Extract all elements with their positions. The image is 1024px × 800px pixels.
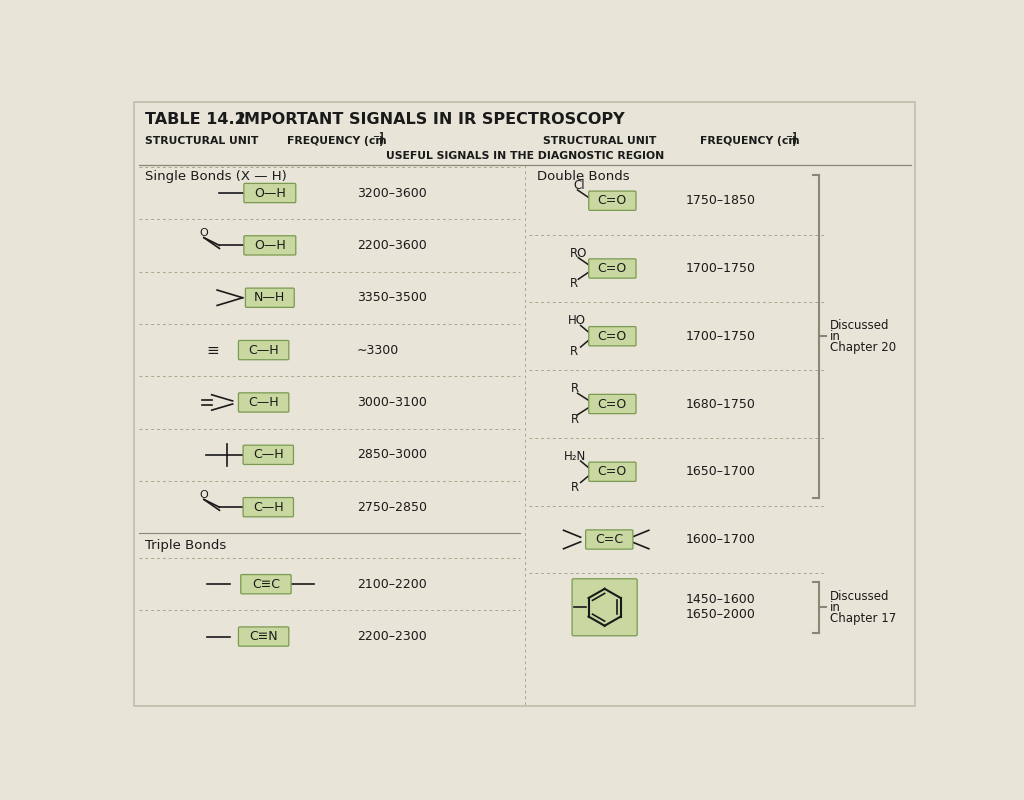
Text: 2750–2850: 2750–2850 [356, 501, 427, 514]
Text: 1600–1700: 1600–1700 [686, 533, 756, 546]
Text: C=O: C=O [598, 466, 627, 478]
Text: C—H: C—H [253, 501, 284, 514]
Text: C=O: C=O [598, 330, 627, 342]
FancyBboxPatch shape [244, 236, 296, 255]
Text: STRUCTURAL UNIT: STRUCTURAL UNIT [145, 136, 258, 146]
Text: 1450–1600: 1450–1600 [686, 593, 756, 606]
FancyBboxPatch shape [589, 326, 636, 346]
Text: Triple Bonds: Triple Bonds [145, 539, 226, 552]
FancyBboxPatch shape [239, 393, 289, 412]
FancyBboxPatch shape [241, 574, 291, 594]
Text: C—H: C—H [248, 344, 279, 357]
Text: 1700–1750: 1700–1750 [686, 262, 756, 275]
FancyBboxPatch shape [589, 259, 636, 278]
Text: in: in [830, 601, 841, 614]
Text: ≡: ≡ [207, 342, 219, 358]
Text: C≡N: C≡N [249, 630, 278, 643]
FancyBboxPatch shape [589, 394, 636, 414]
Text: STRUCTURAL UNIT: STRUCTURAL UNIT [543, 136, 656, 146]
Text: Single Bonds (X — H): Single Bonds (X — H) [145, 170, 287, 182]
Text: 1650–1700: 1650–1700 [686, 466, 756, 478]
FancyBboxPatch shape [243, 498, 294, 517]
Text: in: in [830, 330, 841, 342]
Text: 2850–3000: 2850–3000 [356, 448, 427, 462]
Text: 1700–1750: 1700–1750 [686, 330, 756, 342]
Text: Double Bonds: Double Bonds [538, 170, 630, 182]
Text: TABLE 14.2: TABLE 14.2 [145, 111, 246, 126]
Text: Discussed: Discussed [830, 319, 890, 332]
Text: 1650–2000: 1650–2000 [686, 609, 756, 622]
Text: C≡C: C≡C [252, 578, 280, 590]
Text: FREQUENCY (cm: FREQUENCY (cm [287, 136, 386, 146]
Text: IMPORTANT SIGNALS IN IR SPECTROSCOPY: IMPORTANT SIGNALS IN IR SPECTROSCOPY [238, 111, 625, 126]
FancyBboxPatch shape [134, 102, 915, 706]
Text: O—H: O—H [254, 186, 286, 199]
FancyBboxPatch shape [239, 341, 289, 360]
Text: O—H: O—H [254, 239, 286, 252]
Text: Chapter 20: Chapter 20 [830, 341, 896, 354]
FancyBboxPatch shape [239, 627, 289, 646]
Text: R: R [571, 481, 580, 494]
Text: −1: −1 [785, 131, 798, 141]
Text: RO: RO [569, 246, 587, 259]
Text: 3000–3100: 3000–3100 [356, 396, 427, 409]
Text: R: R [571, 413, 580, 426]
FancyBboxPatch shape [589, 191, 636, 210]
Text: Chapter 17: Chapter 17 [830, 611, 896, 625]
Text: C=O: C=O [598, 262, 627, 275]
Text: Discussed: Discussed [830, 590, 890, 603]
Text: O: O [200, 490, 208, 500]
Text: 1750–1850: 1750–1850 [686, 194, 756, 207]
Text: C—H: C—H [248, 396, 279, 409]
FancyBboxPatch shape [572, 578, 637, 636]
Text: ): ) [792, 136, 797, 146]
Text: FREQUENCY (cm: FREQUENCY (cm [700, 136, 800, 146]
FancyBboxPatch shape [586, 530, 633, 549]
Text: 3350–3500: 3350–3500 [356, 291, 427, 304]
Text: C=O: C=O [598, 194, 627, 207]
Text: USEFUL SIGNALS IN THE DIAGNOSTIC REGION: USEFUL SIGNALS IN THE DIAGNOSTIC REGION [386, 151, 664, 161]
Text: 3200–3600: 3200–3600 [356, 186, 426, 199]
Text: ∼3300: ∼3300 [356, 344, 399, 357]
Text: 2200–2300: 2200–2300 [356, 630, 426, 643]
Text: R: R [569, 278, 578, 290]
Text: C=O: C=O [598, 398, 627, 410]
Text: C=C: C=C [595, 533, 624, 546]
Text: R: R [569, 345, 578, 358]
FancyBboxPatch shape [246, 288, 294, 307]
Text: Cl: Cl [573, 179, 586, 192]
Text: C—H: C—H [253, 448, 284, 462]
Text: −1: −1 [372, 131, 385, 141]
Text: N—H: N—H [254, 291, 286, 304]
Text: HO: HO [567, 314, 586, 327]
Text: 2200–3600: 2200–3600 [356, 239, 426, 252]
FancyBboxPatch shape [589, 462, 636, 482]
FancyBboxPatch shape [244, 183, 296, 202]
FancyBboxPatch shape [243, 445, 294, 465]
Text: H₂N: H₂N [563, 450, 586, 463]
Text: O: O [200, 228, 208, 238]
Text: 1680–1750: 1680–1750 [686, 398, 756, 410]
Text: ): ) [378, 136, 383, 146]
Text: 2100–2200: 2100–2200 [356, 578, 426, 590]
Text: R: R [571, 382, 580, 395]
